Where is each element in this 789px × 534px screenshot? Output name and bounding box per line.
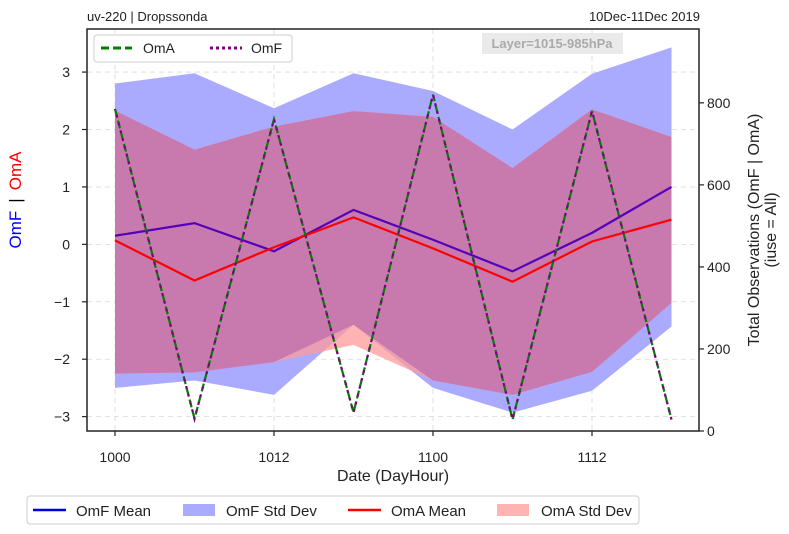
left-tick-label: 1 (62, 179, 70, 195)
legend-oma-std-label: OmA Std Dev (541, 503, 632, 520)
left-tick-label: 0 (62, 236, 70, 252)
header-right-text: 10Dec-11Dec 2019 (589, 9, 700, 24)
right-axis-label-line2: (iuse = All) (763, 192, 780, 267)
left-axis-label: OmF | OmA (6, 151, 25, 249)
legend-oma-mean-label: OmA Mean (391, 503, 466, 520)
layer-label: Layer=1015-985hPa (491, 36, 613, 51)
left-tick-label: −3 (54, 409, 70, 425)
x-tick-label: 1000 (99, 449, 130, 465)
top-legend-box (93, 34, 293, 63)
right-tick-label: 0 (707, 423, 715, 439)
svg-text:OmF|OmA: OmF | OmA (6, 151, 25, 249)
left-axis-label-sep: | (6, 198, 25, 202)
right-axis-label-line1: Total Observations (OmF | OmA) (746, 114, 763, 347)
tick-layer: 3 2 1 0 −1 −2 −3 800 600 400 200 0 1000 1012 1100 1112 (54, 64, 731, 465)
x-tick-label: 1100 (418, 449, 448, 465)
right-tick-label: 400 (707, 259, 731, 275)
header-left-text: uv-220 | Dropssonda (87, 9, 208, 24)
legend-omf-count-label: OmF (251, 40, 282, 56)
right-tick-label: 800 (707, 95, 731, 111)
legend-oma-std-swatch (497, 504, 529, 516)
left-tick-label: 3 (62, 64, 70, 80)
x-tick-label: 1112 (577, 449, 606, 465)
band-layer (115, 47, 672, 413)
left-tick-label: −2 (54, 351, 70, 367)
legend-omf-mean-label: OmF Mean (76, 503, 151, 520)
bottom-legend-box (26, 495, 640, 525)
right-tick-label: 200 (707, 341, 731, 357)
left-tick-label: 2 (62, 122, 70, 138)
oma-mean-line (114, 216, 672, 283)
bottom-legend: OmF Mean OmF Std Dev OmA Mean OmA Std De… (26, 495, 640, 525)
right-axis-label: Total Observations (OmF | OmA) (iuse = A… (746, 114, 780, 347)
left-axis-label-omf: OmF (6, 211, 25, 249)
x-axis-label: Date (DayHour) (337, 468, 449, 485)
legend-omf-std-label: OmF Std Dev (226, 503, 317, 520)
line-layer (113, 94, 673, 424)
legend-oma-count-label: OmA (143, 40, 176, 56)
left-tick-label: −1 (54, 294, 70, 310)
x-tick-label: 1012 (258, 449, 289, 465)
left-axis-label-oma: OmA (6, 151, 25, 190)
omf-mean-line (114, 185, 673, 273)
plot-frame (86, 28, 700, 432)
top-legend: OmA OmF (93, 34, 293, 63)
right-tick-label: 600 (707, 177, 731, 193)
layer-label-box (482, 33, 623, 54)
legend-omf-std-swatch (183, 504, 215, 516)
oma-count-line (113, 94, 673, 424)
